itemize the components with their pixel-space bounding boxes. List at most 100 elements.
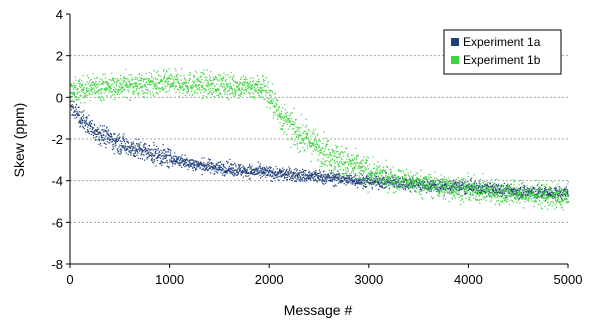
data-point: [256, 84, 258, 86]
data-point: [477, 188, 479, 190]
data-point: [91, 126, 93, 129]
data-point: [527, 195, 529, 197]
data-point: [326, 160, 328, 162]
data-point: [513, 184, 515, 186]
data-point: [330, 173, 332, 175]
data-point: [114, 78, 116, 80]
data-point: [217, 89, 219, 92]
data-point: [277, 118, 279, 120]
data-point: [378, 178, 380, 180]
data-point: [295, 167, 297, 170]
data-point: [102, 136, 104, 139]
data-point: [367, 191, 369, 193]
data-point: [278, 105, 280, 108]
data-point: [81, 123, 83, 125]
data-point: [301, 174, 303, 176]
data-point: [196, 168, 198, 170]
data-point: [426, 188, 428, 191]
data-point: [314, 176, 316, 178]
data-point: [234, 163, 236, 165]
data-point: [112, 89, 114, 91]
data-point: [386, 185, 388, 187]
data-point: [449, 186, 451, 188]
data-point: [273, 177, 275, 180]
data-point: [83, 110, 85, 112]
data-point: [203, 73, 205, 75]
data-point: [414, 182, 416, 184]
data-point: [107, 130, 109, 132]
data-point: [124, 88, 126, 91]
data-point: [234, 173, 236, 175]
data-point: [111, 135, 113, 137]
data-point: [466, 188, 468, 190]
data-point: [512, 190, 514, 192]
data-point: [103, 125, 105, 127]
data-point: [85, 123, 87, 125]
data-point: [470, 199, 472, 201]
data-point: [403, 181, 405, 183]
data-point: [356, 155, 359, 158]
data-point: [219, 79, 221, 81]
data-point: [243, 170, 245, 172]
data-point: [327, 154, 329, 156]
data-point: [409, 184, 411, 187]
data-point: [250, 88, 252, 90]
data-point: [88, 92, 91, 94]
data-point: [386, 166, 389, 169]
data-point: [417, 184, 419, 187]
data-point: [215, 76, 217, 78]
data-point: [514, 198, 516, 200]
data-point: [282, 173, 284, 175]
data-point: [509, 185, 511, 187]
data-point: [105, 143, 107, 145]
data-point: [230, 167, 233, 169]
data-point: [129, 150, 131, 152]
data-point: [114, 98, 116, 101]
data-point: [255, 88, 257, 90]
data-point: [330, 172, 332, 174]
data-point: [229, 87, 231, 89]
data-point: [357, 183, 359, 185]
data-point: [82, 91, 85, 94]
data-point: [480, 182, 482, 185]
data-point: [432, 179, 434, 181]
data-point: [239, 165, 241, 167]
data-point: [189, 94, 191, 96]
data-point: [382, 176, 384, 178]
data-point: [501, 200, 503, 202]
data-point: [179, 158, 182, 160]
data-point: [134, 145, 136, 147]
data-point: [368, 184, 371, 186]
data-point: [346, 177, 348, 179]
data-point: [245, 88, 247, 91]
data-point: [350, 175, 352, 177]
data-point: [188, 87, 190, 89]
data-point: [422, 184, 424, 186]
data-point: [478, 186, 481, 188]
data-point: [177, 158, 179, 160]
data-point: [107, 129, 110, 131]
data-point: [547, 192, 549, 194]
data-point: [138, 92, 140, 94]
data-point: [200, 71, 202, 74]
data-point: [426, 185, 428, 188]
data-point: [415, 181, 418, 183]
data-point: [314, 172, 316, 174]
data-point: [70, 100, 72, 102]
data-point: [122, 145, 124, 147]
data-point: [271, 180, 273, 182]
data-point: [491, 191, 494, 193]
data-point: [496, 178, 498, 180]
data-point: [115, 139, 117, 141]
data-point: [169, 161, 171, 163]
data-point: [304, 149, 306, 151]
data-point: [434, 185, 436, 187]
data-point: [412, 174, 414, 177]
data-point: [424, 181, 426, 183]
data-point: [147, 83, 149, 85]
data-point: [105, 82, 107, 84]
data-point: [343, 161, 345, 163]
data-point: [192, 82, 194, 84]
data-point: [93, 133, 96, 135]
data-point: [456, 182, 458, 184]
